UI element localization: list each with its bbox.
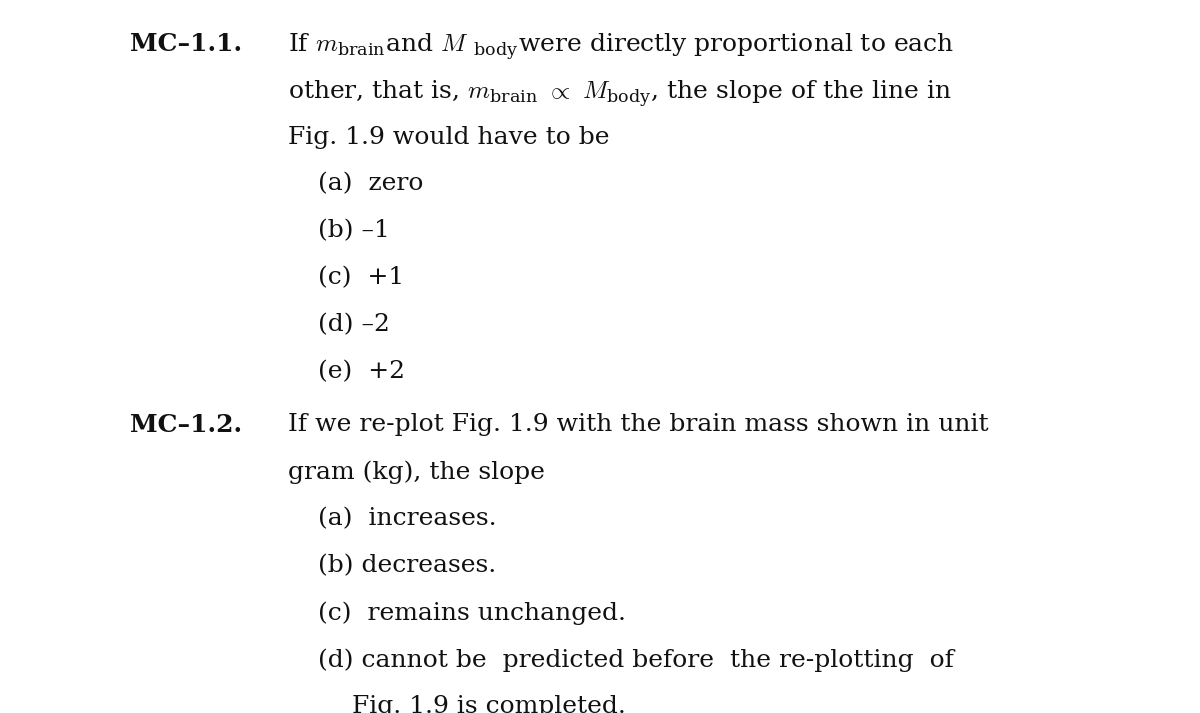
Text: MC–1.2.: MC–1.2. <box>130 413 241 437</box>
Text: (b) decreases.: (b) decreases. <box>318 554 497 577</box>
Text: Fig. 1.9 would have to be: Fig. 1.9 would have to be <box>288 125 610 148</box>
Text: (a)  zero: (a) zero <box>318 173 424 195</box>
Text: If we re-plot Fig. 1.9 with the brain mass shown in unit: If we re-plot Fig. 1.9 with the brain ma… <box>288 413 989 436</box>
Text: (d) –2: (d) –2 <box>318 314 390 337</box>
Text: (c)  remains unchanged.: (c) remains unchanged. <box>318 601 626 625</box>
Text: (a)  increases.: (a) increases. <box>318 507 497 530</box>
Text: (e)  +2: (e) +2 <box>318 361 406 384</box>
Text: gram (kg), the slope: gram (kg), the slope <box>288 460 545 483</box>
Text: If $m_\mathregular{brain}$and $M$ $_\mathregular{body}$were directly proportiona: If $m_\mathregular{brain}$and $M$ $_\mat… <box>288 31 954 62</box>
Text: (d) cannot be  predicted before  the re-plotting  of: (d) cannot be predicted before the re-pl… <box>318 648 954 672</box>
Text: other, that is, $m_\mathregular{brain}$ $\propto$ $M_\mathregular{body}$, the sl: other, that is, $m_\mathregular{brain}$ … <box>288 78 952 109</box>
Text: (b) –1: (b) –1 <box>318 220 390 242</box>
Text: (c)  +1: (c) +1 <box>318 267 404 289</box>
Text: MC–1.1.: MC–1.1. <box>130 31 241 56</box>
Text: Fig. 1.9 is completed.: Fig. 1.9 is completed. <box>352 695 625 713</box>
